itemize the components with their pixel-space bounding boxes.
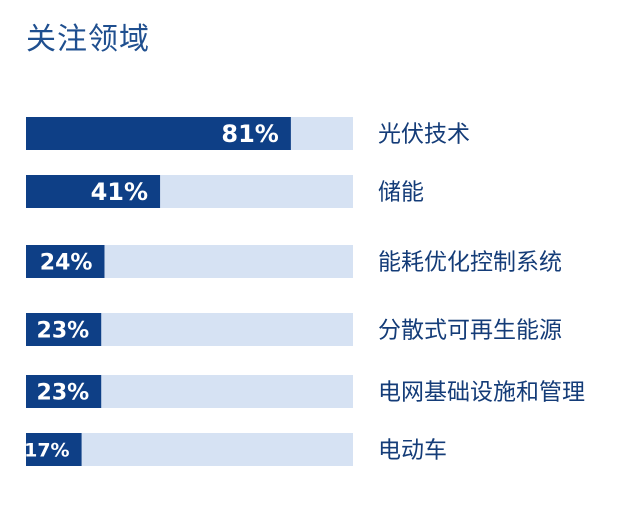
bar-value-label: 23%: [37, 380, 90, 405]
bar: [26, 245, 105, 278]
category-label: 电网基础设施和管理: [378, 380, 585, 406]
bar-value-label: 24%: [40, 250, 93, 275]
bar-value-label: 23%: [37, 318, 90, 343]
bar: [26, 117, 291, 150]
category-label: 分散式可再生能源: [378, 318, 562, 344]
bar-value-label: 81%: [221, 120, 278, 148]
category-label: 电动车: [378, 438, 447, 464]
bar: [26, 175, 161, 208]
bar: [26, 375, 102, 408]
bar: [26, 433, 82, 466]
category-label: 储能: [378, 180, 424, 206]
category-label: 光伏技术: [378, 122, 470, 148]
bar-value-label: 41%: [91, 178, 148, 206]
category-label: 能耗优化控制系统: [378, 250, 562, 276]
bar: [26, 313, 102, 346]
bar-value-label: 17%: [24, 439, 69, 461]
chart-title: 关注领域: [26, 22, 150, 57]
